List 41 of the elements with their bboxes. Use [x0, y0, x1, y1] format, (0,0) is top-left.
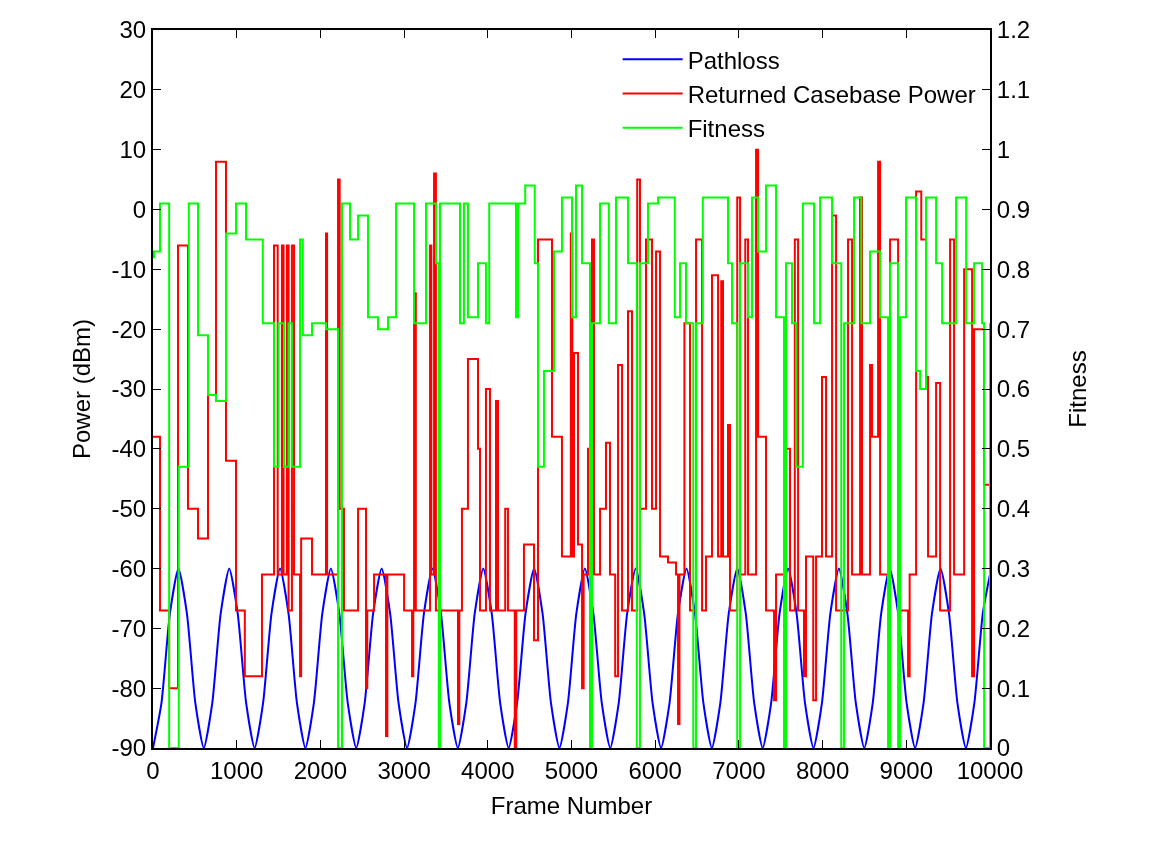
line-series	[153, 567, 990, 748]
y2-tick-label: 0.6	[996, 375, 1031, 403]
y2-tick-label: 0.9	[996, 195, 1031, 223]
y2-tick-label: 0.8	[996, 255, 1031, 283]
legend-label: Returned Casebase Power	[687, 80, 976, 108]
x-tick-label: 7000	[712, 756, 766, 784]
y-tick-label: 30	[119, 16, 147, 44]
y-tick-label: 20	[119, 76, 147, 104]
y2-tick-label: 0.4	[996, 495, 1031, 523]
y2-tick-label: 1.2	[996, 16, 1031, 44]
x-tick-label: 2000	[293, 756, 348, 784]
y-axis-title: Power (dBm)	[68, 318, 96, 460]
x-tick-label: 6000	[628, 756, 682, 784]
y2-tick-label: 0.2	[996, 614, 1031, 642]
y-tick-label: -80	[111, 674, 147, 702]
x-tick-label: 3000	[377, 756, 431, 784]
y2-tick-label: 0.1	[996, 674, 1031, 702]
y-tick-label: 10	[119, 136, 147, 164]
y-tick-label: -60	[111, 554, 147, 582]
x-tick-label: 1000	[210, 756, 264, 784]
y-tick-label: 0	[132, 195, 147, 223]
x-tick-label: 4000	[461, 756, 515, 784]
x-tick-label: 5000	[544, 756, 599, 784]
y2-tick-label: 1.1	[996, 76, 1031, 104]
y-tick-label: -70	[111, 614, 147, 642]
x-tick-label: 8000	[795, 756, 850, 784]
y2-tick-label: 1	[996, 136, 1011, 164]
y2-axis-title: Fitness	[1063, 350, 1091, 428]
legend-label: Fitness	[687, 115, 765, 143]
legend-label: Pathloss	[687, 46, 780, 74]
x-tick-label: 9000	[879, 756, 933, 784]
y-tick-label: -20	[111, 315, 147, 343]
y2-tick-label: 0.7	[996, 315, 1031, 343]
y-tick-label: -50	[111, 495, 147, 523]
y2-tick-label: 0.5	[996, 435, 1031, 463]
y-tick-label: -30	[111, 375, 147, 403]
y-tick-label: -90	[111, 734, 147, 762]
y-tick-label: -40	[111, 435, 147, 463]
y-tick-label: -10	[111, 255, 147, 283]
x-axis-title: Frame Number	[490, 791, 653, 819]
y2-tick-label: 0.3	[996, 554, 1031, 582]
